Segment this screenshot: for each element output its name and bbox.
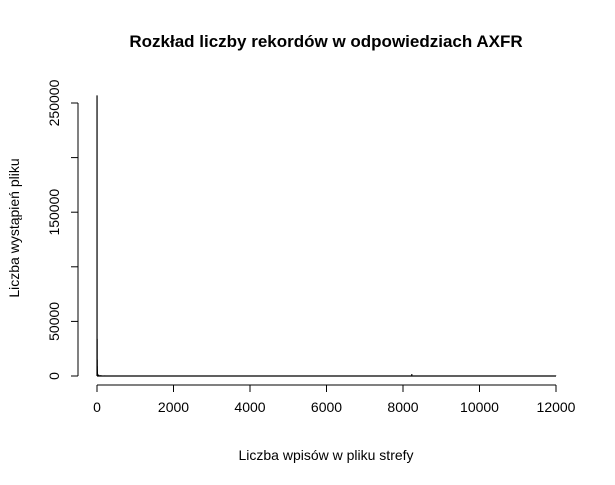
y-tick-label: 150000 <box>46 189 62 236</box>
x-tick-label: 10000 <box>460 399 499 415</box>
y-axis: 0 50000 150000 250000 <box>46 79 79 380</box>
x-tick-label: 2000 <box>158 399 189 415</box>
x-tick-label: 0 <box>93 399 101 415</box>
series-layer <box>96 95 557 377</box>
x-axis: 0 2000 4000 6000 8000 10000 12000 <box>93 384 576 415</box>
x-tick-label: 8000 <box>387 399 418 415</box>
x-axis-label: Liczba wpisów w pliku strefy <box>238 447 413 463</box>
x-tick-label: 6000 <box>311 399 342 415</box>
chart-title: Rozkład liczby rekordów w odpowiedziach … <box>129 32 522 51</box>
x-tick-label: 4000 <box>234 399 265 415</box>
y-tick-label: 50000 <box>46 302 62 341</box>
y-axis-label: Liczba wystąpień pliku <box>6 158 22 297</box>
y-tick-label: 250000 <box>46 79 62 126</box>
x-tick-label: 12000 <box>537 399 576 415</box>
y-tick-label: 0 <box>46 372 62 380</box>
